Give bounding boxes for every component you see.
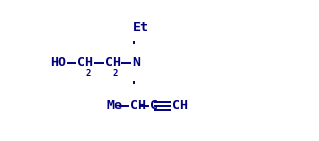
Text: N: N xyxy=(132,56,140,69)
Text: CH: CH xyxy=(105,56,121,69)
Text: Et: Et xyxy=(133,21,149,34)
Text: Me: Me xyxy=(107,99,122,112)
Text: C: C xyxy=(150,99,158,112)
Text: CH: CH xyxy=(172,99,188,112)
Text: CH: CH xyxy=(130,99,146,112)
Text: CH: CH xyxy=(78,56,93,69)
Text: 2: 2 xyxy=(112,69,118,78)
Text: 2: 2 xyxy=(85,69,91,78)
Text: HO: HO xyxy=(50,56,66,69)
